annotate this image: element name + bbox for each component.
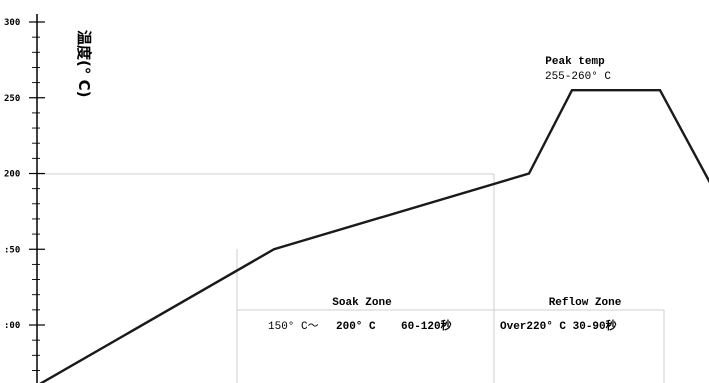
y-tick-label: :00	[4, 321, 20, 331]
series-line-temperature-profile	[39, 88, 709, 383]
soak-zone-range-b: 200° C	[336, 321, 376, 333]
soak-zone-title: Soak Zone	[332, 297, 392, 309]
y-tick-label: :50	[4, 245, 20, 255]
y-tick-label: 250	[4, 94, 20, 104]
zone-guides	[38, 173, 665, 383]
peak-temp-range: 255-260° C	[545, 71, 611, 83]
y-tick-label: 300	[4, 18, 20, 28]
soak-zone-range-a: 150° C～	[268, 321, 319, 333]
y-tick-label: 200	[4, 170, 20, 180]
y-axis-title: 温度(° C)	[75, 30, 93, 97]
y-axis-ticks	[29, 21, 45, 371]
peak-temp-title: Peak temp	[545, 56, 605, 68]
soak-zone-time: 60-120秒	[401, 318, 452, 333]
reflow-zone-desc: Over220° C 30-90秒	[500, 318, 617, 333]
y-axis-tick-labels: :00 :50 200 250 300	[4, 18, 20, 331]
reflow-zone-title: Reflow Zone	[549, 297, 622, 309]
